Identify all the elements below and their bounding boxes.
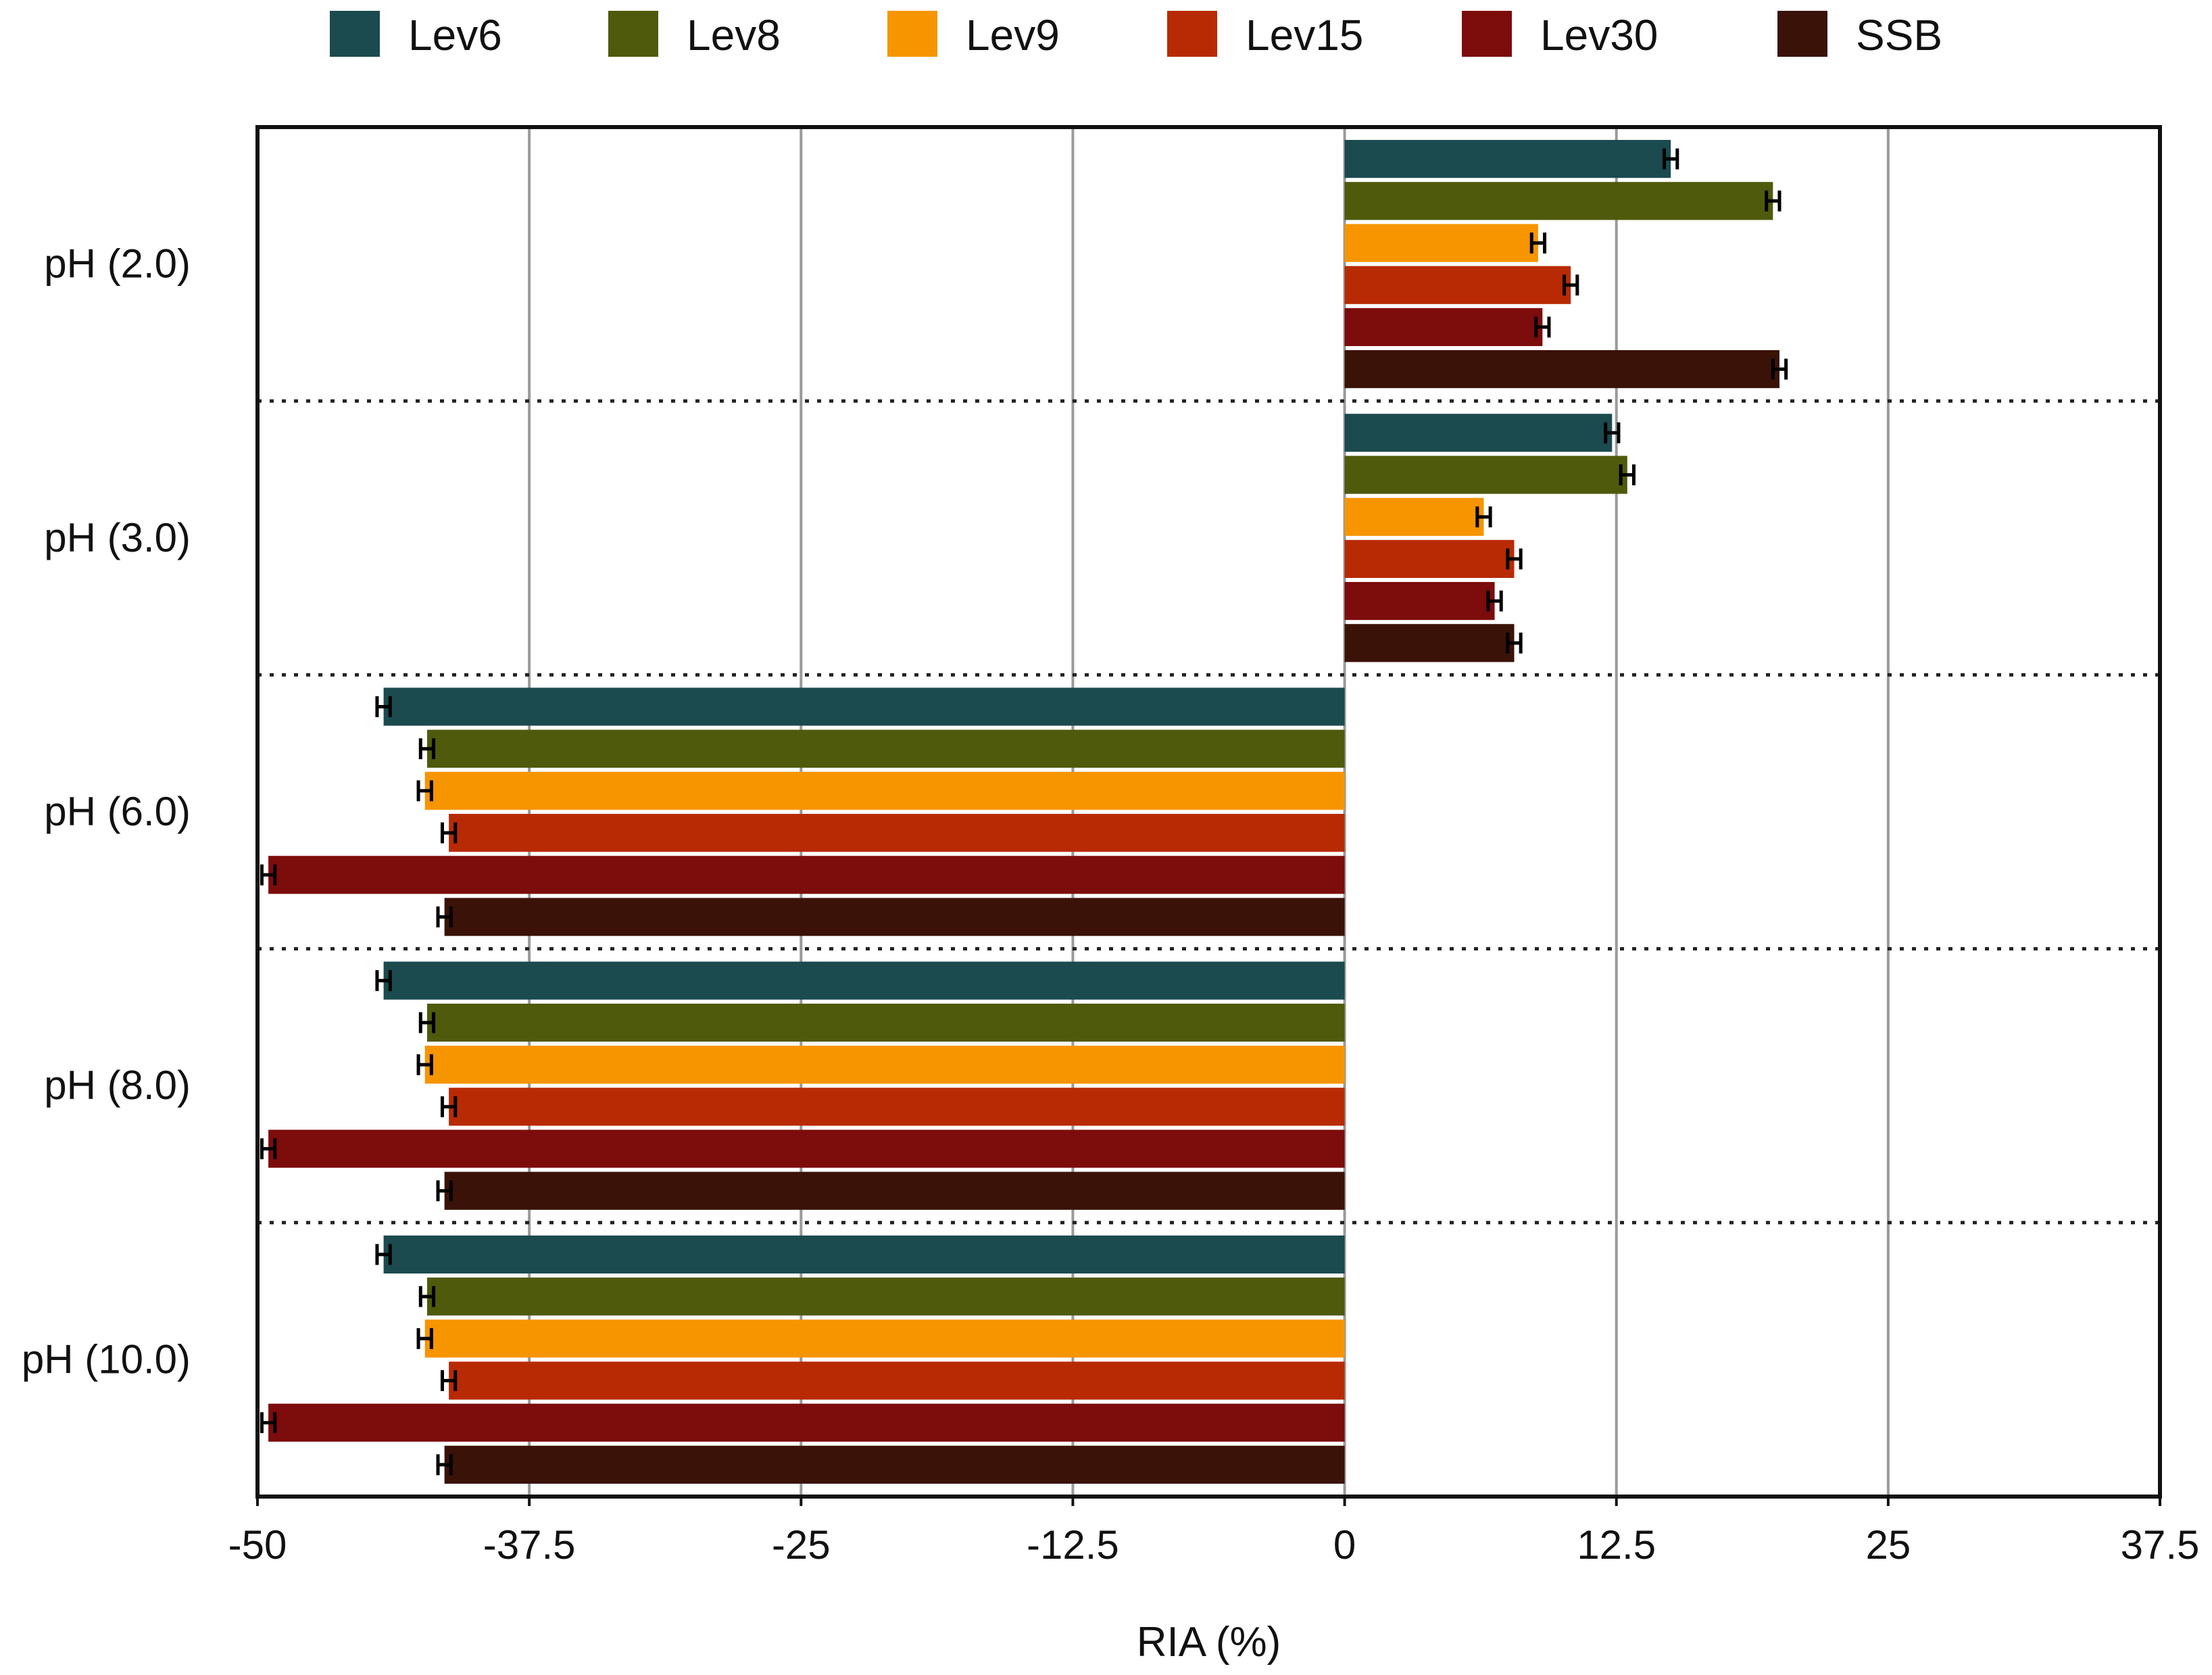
bar-lev30: [268, 1130, 1345, 1168]
bar-lev30: [1344, 308, 1543, 346]
legend: Lev6 Lev8 Lev9 Lev15 Lev30 SSB: [330, 11, 1942, 59]
bar-lev15: [1344, 266, 1571, 304]
bar-lev15: [449, 1088, 1345, 1126]
x-tick-label: -25: [772, 1522, 831, 1568]
legend-label: Lev6: [408, 11, 502, 59]
error-bar: [440, 822, 458, 844]
error-bar: [1619, 464, 1636, 485]
bar-lev8: [426, 729, 1345, 768]
error-bar: [375, 970, 392, 992]
error-bar: [1771, 358, 1788, 380]
bar-lev9: [424, 1319, 1345, 1358]
x-tick-label: 37.5: [2121, 1522, 2200, 1568]
legend-swatch: [1462, 11, 1512, 57]
bar-lev15: [449, 814, 1345, 852]
error-bar: [416, 1328, 433, 1349]
legend-swatch: [330, 11, 380, 57]
error-bar: [260, 1138, 277, 1159]
legend-label: Lev8: [687, 11, 781, 59]
legend-label: SSB: [1856, 11, 1942, 59]
bar-lev8: [426, 1003, 1345, 1042]
error-bar: [1506, 548, 1523, 570]
bar-lev8: [1344, 182, 1773, 220]
category-separators: [257, 399, 2160, 1225]
error-bar: [416, 780, 433, 802]
x-tick-label: -12.5: [1027, 1522, 1119, 1568]
error-bar: [436, 1454, 453, 1476]
category-label: pH (6.0): [44, 789, 191, 834]
legend-label: Lev30: [1540, 11, 1658, 59]
legend-label: Lev9: [966, 11, 1060, 59]
error-bar: [418, 738, 436, 760]
category-label: pH (2.0): [44, 241, 191, 287]
bar-lev6: [1344, 414, 1613, 452]
bars: [268, 140, 1779, 1484]
error-bar: [436, 906, 453, 927]
bar-lev6: [383, 687, 1345, 726]
error-bar: [418, 1012, 436, 1034]
category-label: pH (8.0): [44, 1063, 191, 1108]
bar-lev8: [1344, 456, 1627, 494]
error-bar: [440, 1370, 458, 1391]
error-bar: [260, 864, 277, 885]
error-bar: [1563, 274, 1579, 296]
error-bars: [260, 148, 1788, 1476]
x-tick-label: 25: [1865, 1522, 1911, 1568]
x-tick-label: 12.5: [1577, 1522, 1656, 1568]
bar-lev9: [424, 771, 1345, 810]
error-bar: [418, 1286, 436, 1307]
bar-ssb: [444, 1445, 1345, 1484]
legend-swatch: [1777, 11, 1827, 57]
error-bar: [1475, 506, 1492, 528]
error-bar: [1662, 148, 1679, 170]
error-bar: [375, 1244, 392, 1265]
error-bar: [1529, 233, 1547, 253]
bar-lev6: [383, 961, 1345, 1000]
error-bar: [260, 1412, 277, 1434]
bar-ssb: [444, 898, 1345, 936]
x-tick-label: -37.5: [483, 1522, 576, 1568]
x-tick-label: -50: [228, 1522, 287, 1568]
legend-label: Lev15: [1246, 11, 1363, 59]
x-axis-ticks: -50 -37.5 -25 -12.5 0 12.5 25 37.5: [228, 1497, 2200, 1568]
bar-lev15: [449, 1361, 1345, 1400]
plot-frame: [255, 125, 2162, 1499]
bar-lev8: [426, 1278, 1345, 1316]
bar-ssb: [1344, 350, 1779, 389]
bar-lev30: [268, 856, 1345, 894]
y-axis-labels: pH (2.0) pH (3.0) pH (6.0) pH (8.0) pH (10.0…: [22, 241, 191, 1382]
bar-lev9: [1344, 497, 1484, 536]
error-bar: [1604, 422, 1621, 443]
bar-lev30: [1344, 582, 1495, 621]
error-bar: [436, 1180, 453, 1202]
category-label: pH (10.0): [22, 1336, 191, 1382]
legend-swatch: [887, 11, 937, 57]
bar-lev6: [1344, 140, 1671, 178]
error-bar: [1534, 316, 1551, 338]
legend-swatch: [608, 11, 658, 57]
x-axis-title: RIA (%): [1137, 1619, 1281, 1666]
bar-lev30: [268, 1403, 1345, 1442]
category-label: pH (3.0): [44, 515, 191, 560]
error-bar: [416, 1054, 433, 1075]
bar-lev9: [424, 1046, 1345, 1084]
bar-ssb: [1344, 624, 1515, 662]
legend-swatch: [1167, 11, 1217, 57]
bar-lev9: [1344, 224, 1538, 262]
x-tick-label: 0: [1333, 1522, 1356, 1568]
error-bar: [1765, 190, 1781, 212]
error-bar: [1506, 632, 1523, 654]
bar-lev6: [383, 1235, 1345, 1273]
error-bar: [1486, 590, 1503, 612]
bar-lev15: [1344, 539, 1515, 578]
error-bar: [440, 1096, 458, 1117]
bar-ssb: [444, 1171, 1345, 1210]
error-bar: [375, 696, 392, 717]
